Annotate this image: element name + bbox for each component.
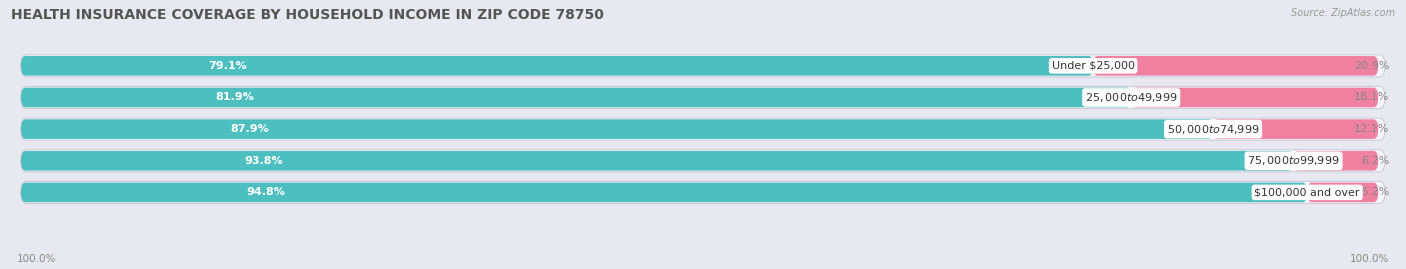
FancyBboxPatch shape — [21, 181, 1385, 203]
FancyBboxPatch shape — [21, 86, 1385, 109]
Text: 87.9%: 87.9% — [231, 124, 269, 134]
FancyBboxPatch shape — [21, 88, 1132, 107]
FancyBboxPatch shape — [21, 118, 1385, 140]
Text: 79.1%: 79.1% — [208, 61, 247, 71]
Text: 93.8%: 93.8% — [245, 156, 283, 166]
Text: 18.1%: 18.1% — [1354, 93, 1389, 102]
Text: 12.1%: 12.1% — [1354, 124, 1389, 134]
Text: Source: ZipAtlas.com: Source: ZipAtlas.com — [1291, 8, 1395, 18]
FancyBboxPatch shape — [21, 183, 1308, 202]
Text: $25,000 to $49,999: $25,000 to $49,999 — [1085, 91, 1177, 104]
Text: 20.9%: 20.9% — [1354, 61, 1389, 71]
Text: 100.0%: 100.0% — [17, 254, 56, 264]
FancyBboxPatch shape — [21, 150, 1385, 172]
Text: 81.9%: 81.9% — [215, 93, 254, 102]
Text: $75,000 to $99,999: $75,000 to $99,999 — [1247, 154, 1340, 167]
FancyBboxPatch shape — [1092, 56, 1378, 76]
FancyBboxPatch shape — [1294, 151, 1378, 171]
FancyBboxPatch shape — [21, 55, 1385, 77]
Text: 5.2%: 5.2% — [1361, 187, 1389, 197]
Text: HEALTH INSURANCE COVERAGE BY HOUSEHOLD INCOME IN ZIP CODE 78750: HEALTH INSURANCE COVERAGE BY HOUSEHOLD I… — [11, 8, 605, 22]
Text: 94.8%: 94.8% — [247, 187, 285, 197]
FancyBboxPatch shape — [21, 56, 1092, 76]
Text: $50,000 to $74,999: $50,000 to $74,999 — [1167, 123, 1260, 136]
Text: Under $25,000: Under $25,000 — [1052, 61, 1135, 71]
FancyBboxPatch shape — [21, 119, 1213, 139]
Text: $100,000 and over: $100,000 and over — [1254, 187, 1360, 197]
FancyBboxPatch shape — [21, 151, 1294, 171]
Text: 6.2%: 6.2% — [1361, 156, 1389, 166]
Text: 100.0%: 100.0% — [1350, 254, 1389, 264]
FancyBboxPatch shape — [1308, 183, 1378, 202]
FancyBboxPatch shape — [1132, 88, 1378, 107]
FancyBboxPatch shape — [1213, 119, 1378, 139]
